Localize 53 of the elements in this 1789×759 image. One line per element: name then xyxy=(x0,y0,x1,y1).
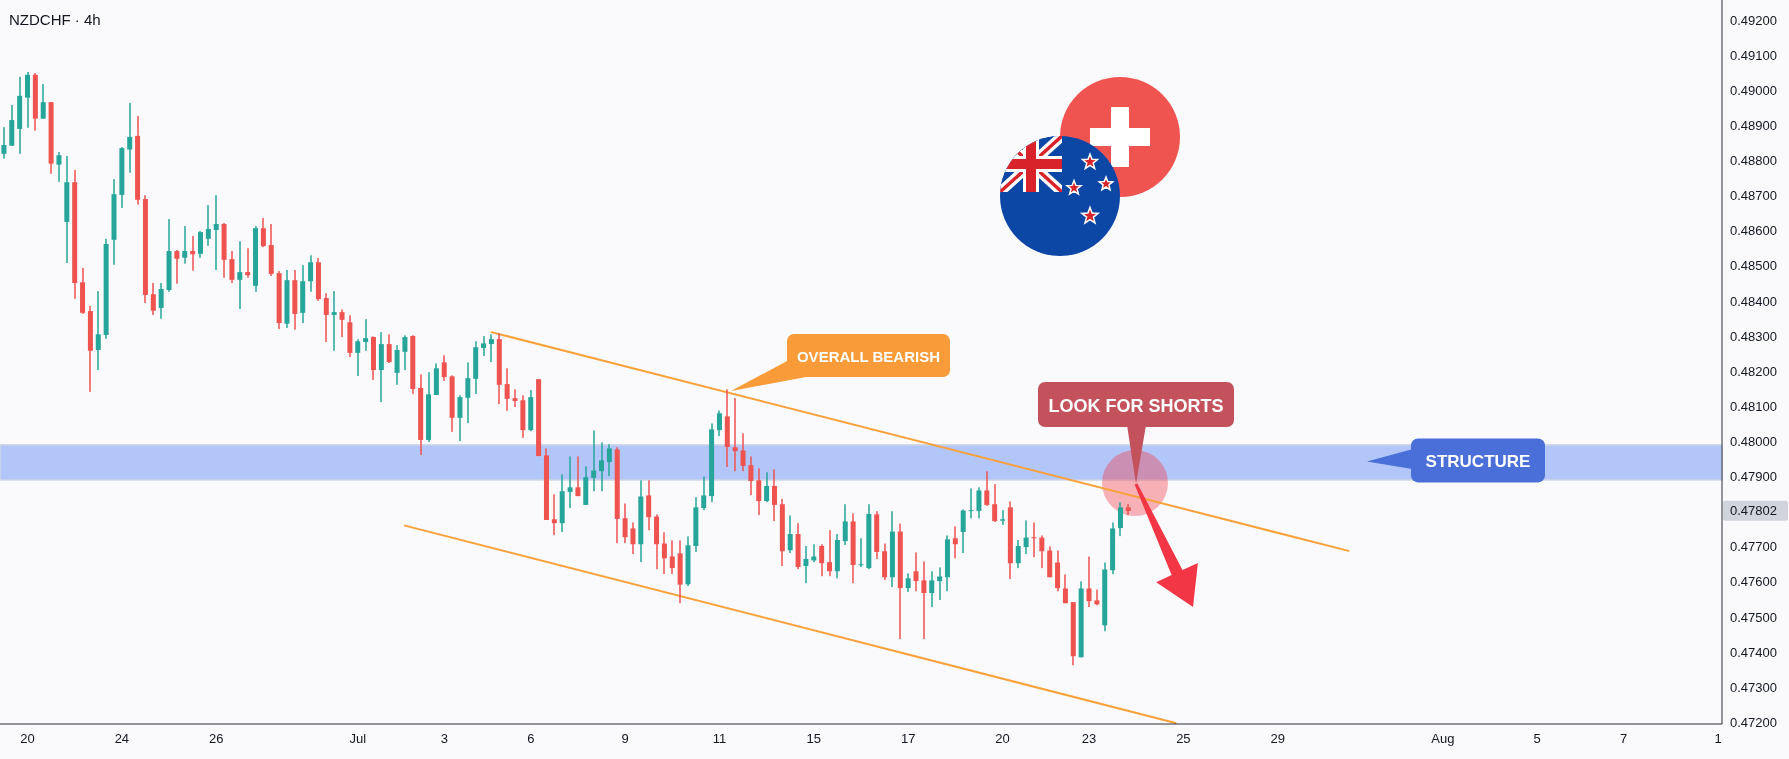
y-tick-label: 0.47900 xyxy=(1730,469,1777,485)
x-tick-label: 5 xyxy=(1533,731,1541,747)
x-tick-label: 26 xyxy=(209,731,224,747)
candlestick xyxy=(245,248,251,278)
x-tick-label: 20 xyxy=(995,731,1010,747)
x-tick-label: 9 xyxy=(621,731,629,747)
y-tick-label: 0.47500 xyxy=(1730,609,1777,625)
x-tick-label: 29 xyxy=(1270,731,1285,747)
y-tick-label: 0.48500 xyxy=(1730,258,1777,274)
y-tick-label: 0.47600 xyxy=(1730,574,1777,590)
y-tick-label: 0.49100 xyxy=(1730,47,1777,63)
x-tick-label: Jul xyxy=(349,731,367,747)
y-tick-label: 0.49200 xyxy=(1730,12,1777,28)
x-tick-label: 11 xyxy=(712,731,727,747)
y-tick-label: 0.48700 xyxy=(1730,188,1777,204)
y-tick-label: 0.48100 xyxy=(1730,398,1777,414)
text: 0.47802 xyxy=(1730,503,1777,519)
y-tick-label: 0.48200 xyxy=(1730,363,1777,379)
y-tick-label: 0.48400 xyxy=(1730,293,1777,309)
x-tick-label: Aug xyxy=(1431,731,1455,747)
candlestick xyxy=(174,249,180,284)
x-tick-label: 23 xyxy=(1081,731,1097,747)
y-tick-label: 0.48600 xyxy=(1730,223,1777,239)
candlestick xyxy=(339,309,345,338)
y-tick-label: 0.48000 xyxy=(1730,433,1777,449)
x-tick-label: 25 xyxy=(1176,731,1191,747)
candlestick xyxy=(858,538,864,568)
y-tick-label: 0.47700 xyxy=(1730,539,1777,555)
y-tick-label: 0.48300 xyxy=(1730,328,1777,344)
candlestick xyxy=(488,334,494,362)
x-tick-label: 24 xyxy=(114,731,130,747)
x-tick-label: 20 xyxy=(20,731,35,747)
x-tick-label: 1 xyxy=(1714,731,1722,747)
candlestick xyxy=(1094,589,1100,606)
y-tick-label: 0.47200 xyxy=(1730,714,1777,730)
annotation: LOOK FOR SHORTS xyxy=(1048,395,1224,416)
y-tick-label: 0.47300 xyxy=(1730,679,1777,695)
y-tick-label: 0.47400 xyxy=(1730,644,1777,660)
annotation: OVERALL BEARISH xyxy=(796,348,941,365)
x-tick-label: 15 xyxy=(806,731,822,747)
x-tick-label: 17 xyxy=(900,731,916,747)
candlestick xyxy=(599,442,604,492)
candlestick xyxy=(355,339,361,377)
text: NZDCHF · 4h xyxy=(9,11,101,28)
candlestick xyxy=(732,398,738,472)
y-tick-label: 0.49000 xyxy=(1730,82,1777,98)
x-tick-label: 3 xyxy=(440,731,448,747)
band-label: STRUCTURE xyxy=(1425,451,1531,471)
y-tick-label: 0.48900 xyxy=(1730,117,1777,133)
y-tick-label: 0.48800 xyxy=(1730,153,1777,169)
x-tick-label: 6 xyxy=(527,731,535,747)
candlestick xyxy=(575,456,581,497)
x-tick-label: 7 xyxy=(1620,731,1628,747)
